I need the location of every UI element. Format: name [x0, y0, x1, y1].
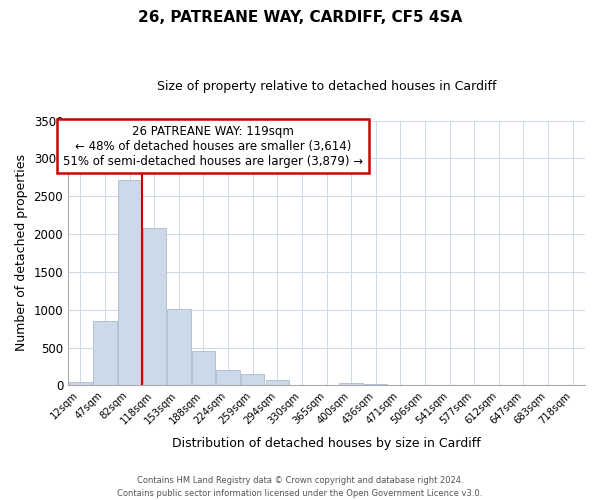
- Bar: [241, 374, 265, 386]
- Bar: [364, 384, 388, 386]
- Bar: [118, 180, 141, 386]
- Bar: [167, 309, 191, 386]
- Text: Contains HM Land Registry data © Crown copyright and database right 2024.
Contai: Contains HM Land Registry data © Crown c…: [118, 476, 482, 498]
- Y-axis label: Number of detached properties: Number of detached properties: [15, 154, 28, 352]
- X-axis label: Distribution of detached houses by size in Cardiff: Distribution of detached houses by size …: [172, 437, 481, 450]
- Bar: [93, 321, 116, 386]
- Bar: [340, 383, 363, 386]
- Text: 26 PATREANE WAY: 119sqm
← 48% of detached houses are smaller (3,614)
51% of semi: 26 PATREANE WAY: 119sqm ← 48% of detache…: [63, 124, 363, 168]
- Bar: [68, 382, 92, 386]
- Text: 26, PATREANE WAY, CARDIFF, CF5 4SA: 26, PATREANE WAY, CARDIFF, CF5 4SA: [138, 10, 462, 25]
- Bar: [266, 380, 289, 386]
- Bar: [192, 351, 215, 386]
- Bar: [143, 228, 166, 386]
- Title: Size of property relative to detached houses in Cardiff: Size of property relative to detached ho…: [157, 80, 496, 93]
- Bar: [217, 370, 240, 386]
